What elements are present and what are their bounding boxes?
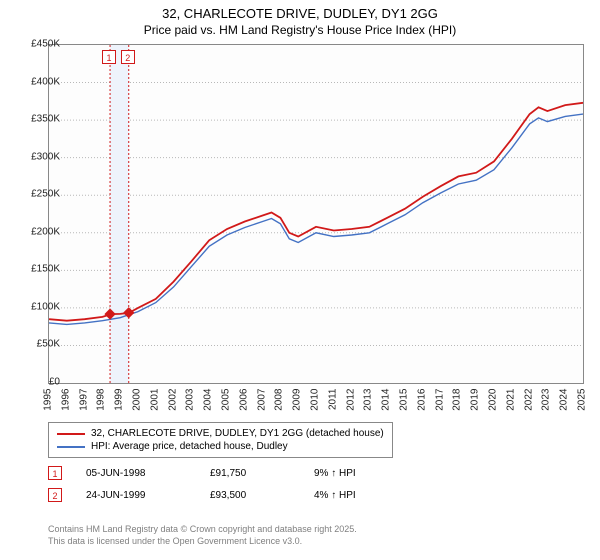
y-tick-label: £200K [16,226,60,237]
x-tick-label: 2010 [310,389,321,419]
x-tick-label: 1999 [114,389,125,419]
legend-item: 32, CHARLECOTE DRIVE, DUDLEY, DY1 2GG (d… [57,427,384,440]
y-tick-label: £450K [16,39,60,50]
x-tick-label: 2008 [274,389,285,419]
legend-box: 32, CHARLECOTE DRIVE, DUDLEY, DY1 2GG (d… [48,422,393,458]
sale-date: 24-JUN-1999 [86,490,186,501]
x-tick-label: 1996 [60,389,71,419]
chart-subtitle: Price paid vs. HM Land Registry's House … [0,21,600,41]
x-tick-label: 2011 [327,389,338,419]
x-tick-label: 2001 [149,389,160,419]
x-tick-label: 2013 [363,389,374,419]
legend-item: HPI: Average price, detached house, Dudl… [57,440,384,453]
sale-date: 05-JUN-1998 [86,468,186,479]
x-tick-label: 2019 [470,389,481,419]
x-tick-label: 2006 [238,389,249,419]
legend-label: HPI: Average price, detached house, Dudl… [91,441,288,452]
x-tick-label: 2023 [541,389,552,419]
x-tick-label: 2003 [185,389,196,419]
sale-row: 1 05-JUN-1998 £91,750 9% ↑ HPI [48,466,356,480]
sale-price: £91,750 [210,468,290,479]
footer-attribution-1: Contains HM Land Registry data © Crown c… [48,524,357,536]
sale-num-box: 1 [48,466,62,480]
y-tick-label: £100K [16,301,60,312]
y-tick-label: £0 [16,377,60,388]
y-tick-label: £250K [16,189,60,200]
sale-row: 2 24-JUN-1999 £93,500 4% ↑ HPI [48,488,356,502]
legend-swatch [57,433,85,435]
x-tick-label: 2009 [292,389,303,419]
sale-delta: 4% ↑ HPI [314,490,356,501]
sale-marker-2: 2 [121,50,135,64]
x-tick-label: 2004 [203,389,214,419]
y-tick-label: £50K [16,339,60,350]
chart-svg [49,45,583,383]
y-tick-label: £150K [16,264,60,275]
footer-attribution-2: This data is licensed under the Open Gov… [48,536,302,548]
sale-num-box: 2 [48,488,62,502]
x-tick-label: 2025 [577,389,588,419]
x-tick-label: 2005 [221,389,232,419]
x-tick-label: 2007 [256,389,267,419]
x-tick-label: 2018 [452,389,463,419]
sale-delta: 9% ↑ HPI [314,468,356,479]
y-tick-label: £400K [16,76,60,87]
legend-label: 32, CHARLECOTE DRIVE, DUDLEY, DY1 2GG (d… [91,428,384,439]
x-tick-label: 2020 [488,389,499,419]
chart-title: 32, CHARLECOTE DRIVE, DUDLEY, DY1 2GG [0,0,600,21]
x-tick-label: 2024 [559,389,570,419]
x-tick-label: 2015 [399,389,410,419]
sale-marker-1: 1 [102,50,116,64]
sale-price: £93,500 [210,490,290,501]
x-tick-label: 2012 [345,389,356,419]
x-tick-label: 2021 [505,389,516,419]
x-tick-label: 1997 [78,389,89,419]
x-tick-label: 2002 [167,389,178,419]
x-tick-label: 1998 [96,389,107,419]
x-tick-label: 2016 [416,389,427,419]
x-tick-label: 1995 [43,389,54,419]
x-tick-label: 2017 [434,389,445,419]
chart-plot-area [48,44,584,384]
x-tick-label: 2022 [523,389,534,419]
y-tick-label: £350K [16,114,60,125]
y-tick-label: £300K [16,151,60,162]
x-tick-label: 2014 [381,389,392,419]
legend-swatch [57,446,85,448]
x-tick-label: 2000 [132,389,143,419]
